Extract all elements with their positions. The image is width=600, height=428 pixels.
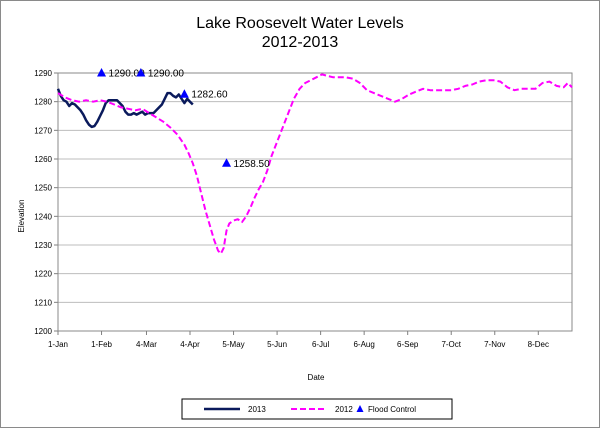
legend-box <box>181 398 453 420</box>
flood-control-markers: 1290.00 1290.00 1282.60 1258.50 <box>97 68 270 170</box>
flood-control-data-label: 1282.60 <box>191 90 228 101</box>
y-tick-label: 1200 <box>34 327 52 336</box>
chart-subtitle: 2012-2013 <box>262 34 339 51</box>
chart-title: Lake Roosevelt Water Levels <box>196 15 404 32</box>
y-tick-label: 1250 <box>34 184 52 193</box>
x-tick-label: 4-Apr <box>180 340 200 349</box>
x-tick-label: 1-Jan <box>48 340 68 349</box>
x-tick-labels: 1-Jan 1-Feb 4-Mar 4-Apr 5-May 5-Jun 6-Jul 6-Aug… <box>48 340 549 349</box>
flood-control-marker <box>97 68 107 77</box>
flood-control-data-label: 1290.00 <box>148 69 185 80</box>
y-tick-label: 1260 <box>34 155 52 164</box>
x-tick-label: 1-Feb <box>91 340 112 349</box>
y-axis-label: Elevation <box>17 200 26 233</box>
y-tick-label: 1270 <box>34 126 52 135</box>
y-tick-labels: 1200 1210 1220 1230 1240 1250 1260 1270 1280 1290 <box>34 69 52 336</box>
plot-area-border <box>57 72 573 332</box>
axes <box>54 72 573 335</box>
series-line-2012 <box>57 73 573 255</box>
x-tick-label: 8-Dec <box>528 340 549 349</box>
legend-label: 2012 <box>335 405 353 414</box>
grid-lines <box>58 72 572 332</box>
legend: 2013 2012 Flood Control <box>181 398 453 420</box>
x-tick-label: 4-Mar <box>136 340 157 349</box>
flood-control-data-label: 1258.50 <box>234 159 271 170</box>
x-tick-label: 7-Oct <box>441 340 461 349</box>
flood-control-data-label: 1290.00 <box>109 69 146 80</box>
x-tick-label: 6-Jul <box>312 340 330 349</box>
flood-control-marker <box>179 89 189 98</box>
x-tick-label: 5-Jun <box>267 340 287 349</box>
legend-label: Flood Control <box>368 405 416 414</box>
flood-control-marker <box>222 158 232 167</box>
x-tick-label: 5-May <box>222 340 244 349</box>
y-tick-label: 1220 <box>34 270 52 279</box>
y-tick-label: 1210 <box>34 298 52 307</box>
y-tick-label: 1280 <box>34 98 52 107</box>
x-tick-label: 6-Sep <box>397 340 419 349</box>
legend-marker-flood-control <box>356 405 364 412</box>
flood-control-marker <box>136 68 146 77</box>
legend-label: 2013 <box>248 405 266 414</box>
series-lines <box>56 73 573 255</box>
y-tick-label: 1230 <box>34 241 52 250</box>
y-tick-label: 1290 <box>34 69 52 78</box>
x-axis-label: Date <box>308 373 325 382</box>
series-line-2013 <box>56 88 194 129</box>
x-tick-label: 7-Nov <box>484 340 505 349</box>
y-tick-label: 1240 <box>34 212 52 221</box>
x-tick-label: 6-Aug <box>353 340 374 349</box>
